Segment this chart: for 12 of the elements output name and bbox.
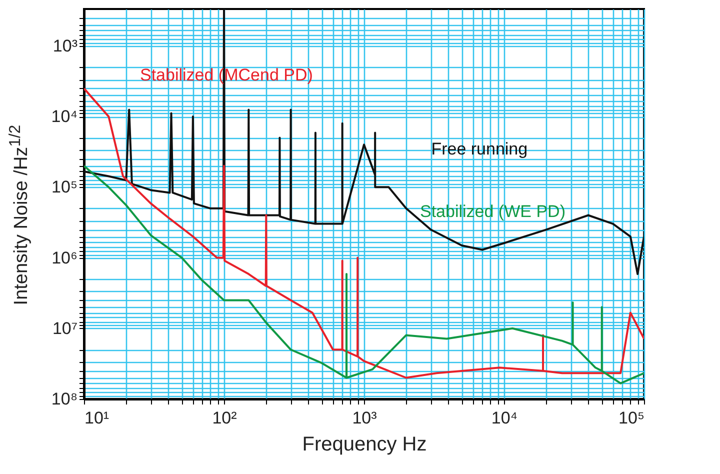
y-tick-label: 10⁸ (51, 390, 78, 408)
y-tick-label: 10⁴ (51, 107, 78, 126)
x-tick-label: 10¹ (84, 408, 110, 428)
x-tick-label: 10⁵ (618, 408, 644, 428)
y-tick-label: 10³ (52, 36, 78, 56)
y-tick-label: 10⁶ (52, 248, 78, 268)
x-tick-label: 10³ (352, 408, 378, 428)
x-axis-title: Frequency Hz (302, 434, 427, 456)
x-tick-label: 10⁴ (491, 408, 518, 428)
y-tick-label: 10⁷ (52, 318, 78, 338)
y-tick-label: 10⁵ (52, 178, 78, 197)
x-tick-label: 10² (212, 408, 238, 428)
